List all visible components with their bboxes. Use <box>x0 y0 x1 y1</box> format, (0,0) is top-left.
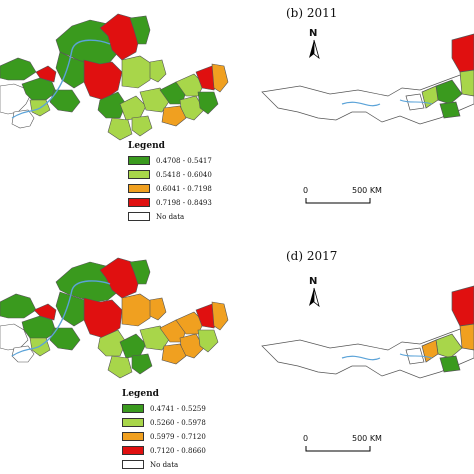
legend-swatch <box>128 170 150 179</box>
panel-title-2011: (b) 2011 <box>286 6 338 20</box>
legend-item: 0.7120 - 0.8660 <box>122 445 206 456</box>
scale-bar-top <box>305 198 371 204</box>
legend-label: 0.4741 - 0.5259 <box>150 404 206 413</box>
map-top-left <box>0 13 229 141</box>
legend-swatch <box>128 198 150 207</box>
map-bottom-right <box>261 285 474 379</box>
legend-item: No data <box>128 211 212 222</box>
legend-item: 0.7198 - 0.8493 <box>128 197 212 208</box>
legend-title: Legend <box>128 141 165 151</box>
legend-label: 0.5260 - 0.5978 <box>150 418 206 427</box>
legend-label: 0.6041 - 0.7198 <box>156 184 212 193</box>
legend-item: 0.4708 - 0.5417 <box>128 155 212 166</box>
scale-zero-bottom: 0 <box>303 434 309 443</box>
legend-swatch <box>122 446 144 455</box>
north-arrow-top <box>309 39 320 60</box>
legend-swatch <box>122 418 144 427</box>
legend-item: 0.5418 - 0.6040 <box>128 169 212 180</box>
legend-item: No data <box>122 459 206 470</box>
legend-swatch <box>122 432 144 441</box>
legend-2011: Legend 0.4708 - 0.5417 0.5418 - 0.6040 0… <box>128 141 212 225</box>
legend-2017: Legend 0.4741 - 0.5259 0.5260 - 0.5978 0… <box>122 389 206 473</box>
legend-swatch <box>128 184 150 193</box>
legend-swatch <box>122 404 144 413</box>
north-label-bottom: N <box>309 276 318 287</box>
legend-label: No data <box>150 460 179 469</box>
legend-swatch <box>122 460 144 469</box>
legend-item: 0.6041 - 0.7198 <box>128 183 212 194</box>
map-bottom-left <box>0 257 229 379</box>
legend-label: No data <box>156 212 185 221</box>
scale-distance-bottom: 500 KM <box>352 434 382 443</box>
panel-title-2017: (d) 2017 <box>286 249 338 263</box>
legend-swatch <box>128 212 150 221</box>
legend-swatch <box>128 156 150 165</box>
map-top-right <box>261 33 474 125</box>
legend-label: 0.4708 - 0.5417 <box>156 156 212 165</box>
scale-distance-top: 500 KM <box>352 186 382 195</box>
legend-title: Legend <box>122 389 159 399</box>
scale-zero-top: 0 <box>303 186 309 195</box>
legend-label: 0.7198 - 0.8493 <box>156 198 212 207</box>
legend-label: 0.5979 - 0.7120 <box>150 432 206 441</box>
legend-item: 0.4741 - 0.5259 <box>122 403 206 414</box>
legend-item: 0.5260 - 0.5978 <box>122 417 206 428</box>
legend-label: 0.5418 - 0.6040 <box>156 170 212 179</box>
north-label-top: N <box>309 28 318 39</box>
legend-item: 0.5979 - 0.7120 <box>122 431 206 442</box>
legend-label: 0.7120 - 0.8660 <box>150 446 206 455</box>
north-arrow-bottom <box>309 287 320 308</box>
scale-bar-bottom <box>305 446 371 452</box>
